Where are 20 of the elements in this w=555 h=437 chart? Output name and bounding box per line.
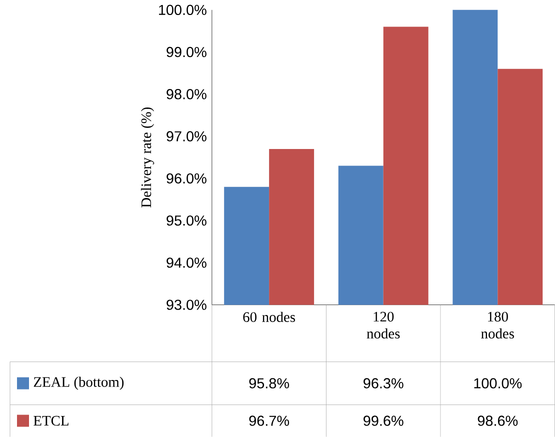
y-tick-label: 96.0% xyxy=(166,173,206,184)
data-label: 98.6% xyxy=(478,416,518,426)
x-tick-label: 120 nodes xyxy=(366,312,400,339)
x-tick-label: 180 nodes xyxy=(481,312,514,339)
y-tick-label: 94.0% xyxy=(166,258,206,268)
data-label: 100.0% xyxy=(474,378,522,388)
data-label: 96.3% xyxy=(364,378,404,388)
y-tick-label: 98.0% xyxy=(166,89,206,100)
y-tick-label: 97.0% xyxy=(166,131,206,142)
y-tick-label: 99.0% xyxy=(166,46,206,58)
data-label: 95.8% xyxy=(249,378,290,388)
y-tick-label: 95.0% xyxy=(166,215,206,226)
data-label: 99.6% xyxy=(364,416,404,426)
legend-label: ZEAL (bottom) xyxy=(34,376,124,390)
y-axis-title: Delivery rate (%) xyxy=(140,107,154,208)
data-label: 96.7% xyxy=(249,416,290,426)
y-tick-label: 100.0% xyxy=(159,4,206,16)
y-tick-label: 93.0% xyxy=(166,300,206,310)
legend-label: ETCL xyxy=(34,416,68,426)
x-tick-label: 60 nodes xyxy=(243,312,296,322)
